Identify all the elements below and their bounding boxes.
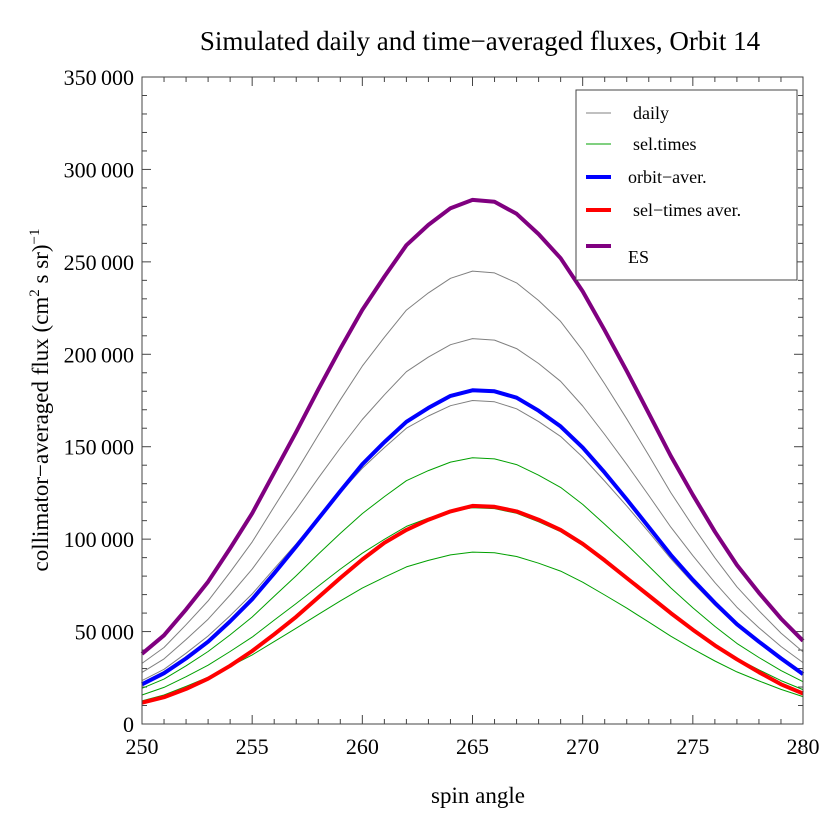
x-tick-label: 255 (236, 734, 269, 759)
legend-label: daily (633, 103, 669, 123)
series-line-sel-times (141, 551, 804, 702)
series-line-orbit-aver- (141, 388, 805, 687)
legend-label: sel.times (633, 134, 697, 154)
legend-label: ES (628, 247, 649, 267)
y-tick-label: 50 000 (75, 620, 134, 645)
y-axis-label: collimator−averaged flux (cm2 s sr)−1 (27, 228, 53, 571)
y-axis-label-main: collimator−averaged flux (cm (28, 297, 53, 572)
x-tick-label: 280 (787, 734, 820, 759)
y-tick-label: 100 000 (64, 527, 134, 552)
x-tick-label: 275 (676, 734, 709, 759)
plot-frame (141, 76, 804, 725)
legend-label: sel−times aver. (633, 200, 741, 220)
x-tick-label: 270 (566, 734, 599, 759)
x-tick-label: 250 (126, 734, 159, 759)
legend-label: orbit−aver. (628, 167, 707, 187)
chart-title: Simulated daily and time−averaged fluxes… (200, 26, 761, 56)
series-line-daily (141, 338, 804, 673)
series-line-sel-times (141, 457, 804, 689)
x-tick-label: 265 (456, 734, 489, 759)
y-tick-label: 300 000 (64, 157, 134, 182)
legend: daily sel.times orbit−aver. sel−times aver.… (575, 89, 798, 281)
series-line-sel-times-aver- (141, 503, 804, 705)
y-axis-label-sup1: 2 (27, 289, 43, 297)
series-line-daily (141, 270, 804, 664)
legend-box (575, 89, 798, 281)
y-tick-label: 350 000 (64, 65, 134, 90)
y-tick-label: 250 000 (64, 250, 134, 275)
y-axis-label-mid: s sr) (28, 244, 53, 289)
series-line-sel-times (141, 507, 804, 696)
x-axis-label: spin angle (431, 783, 525, 808)
x-tick-label: 260 (346, 734, 379, 759)
y-axis-label-sup2: −1 (27, 228, 43, 244)
series-line-es (140, 197, 805, 656)
y-tick-label: 150 000 (64, 435, 134, 460)
y-tick-label: 200 000 (64, 342, 134, 367)
y-tick-label: 0 (123, 712, 134, 737)
